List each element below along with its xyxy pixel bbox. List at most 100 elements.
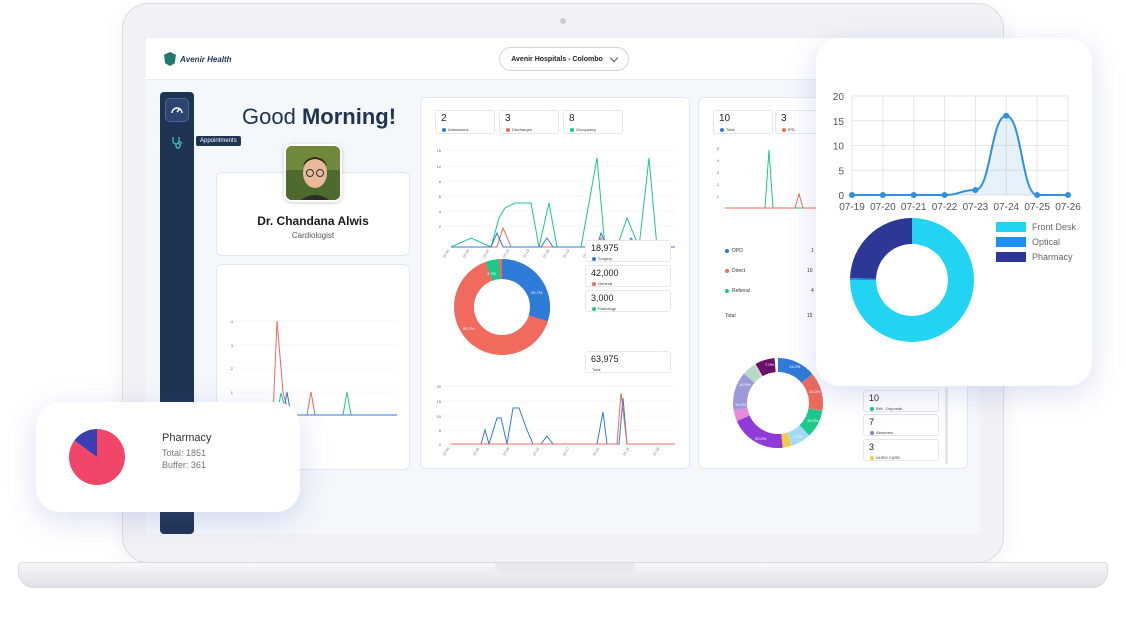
legend-item[interactable]: Front Desk xyxy=(996,222,1076,232)
data-point[interactable] xyxy=(1034,192,1041,198)
legend-dot xyxy=(506,127,510,132)
stat-total[interactable]: 10 Total xyxy=(713,110,773,134)
svg-text:07-04: 07-04 xyxy=(462,249,470,259)
svg-text:2: 2 xyxy=(717,182,720,187)
visit-total: Total xyxy=(725,313,736,319)
stethoscope-icon xyxy=(172,137,182,149)
svg-text:6: 6 xyxy=(439,194,442,199)
svg-text:4: 4 xyxy=(231,319,234,324)
legend-value: 18,975 xyxy=(591,243,619,253)
legend-dot xyxy=(725,269,729,273)
legend-dot xyxy=(870,406,874,411)
sidebar-item-appointments[interactable] xyxy=(165,130,189,154)
logo-text: Avenir Health xyxy=(180,54,232,64)
hospital-select[interactable]: Avenir Hospitals - Colombo xyxy=(499,47,629,71)
service-value: 7 xyxy=(869,417,875,427)
svg-text:20: 20 xyxy=(437,384,442,389)
chevron-down-icon xyxy=(609,53,619,62)
x-tick-label: 07-25 xyxy=(1024,202,1050,213)
legend-item[interactable]: Optical xyxy=(996,237,1076,247)
stat-discharges[interactable]: 3 Discharges xyxy=(499,110,559,134)
data-point[interactable] xyxy=(941,192,948,198)
svg-text:07-16: 07-16 xyxy=(542,249,550,259)
stat-admissions[interactable]: 2 Admissions xyxy=(435,110,495,134)
patients-line-chart: 5 4 3 2 1 xyxy=(717,146,819,209)
donut-segment-label: 14.0% xyxy=(735,402,747,407)
visit-total-value: 15 xyxy=(807,313,813,319)
stat-label: Occupancy xyxy=(570,127,596,132)
y-tick-label: 0 xyxy=(838,191,844,202)
data-point[interactable] xyxy=(879,192,886,198)
legend-general[interactable]: 42,000 General xyxy=(585,265,671,287)
hospital-select-value: Avenir Hospitals - Colombo xyxy=(511,55,603,63)
donut-slice[interactable] xyxy=(850,218,912,279)
y-tick-label: 15 xyxy=(833,117,845,128)
service-item[interactable]: 10 BHt - Deposite xyxy=(863,390,939,412)
data-point[interactable] xyxy=(1003,112,1010,119)
visits-legend: Front Desk Optical Pharmacy xyxy=(996,222,1076,262)
legend-value: 42,000 xyxy=(591,268,619,278)
svg-text:12: 12 xyxy=(437,164,442,169)
data-point[interactable] xyxy=(1065,192,1071,198)
series-line xyxy=(852,114,1068,196)
legend-dot xyxy=(592,256,596,261)
svg-text:1: 1 xyxy=(231,390,234,395)
visit-label: OPD xyxy=(732,248,743,254)
legend-surgery[interactable]: 18,975 Surgery xyxy=(585,240,671,262)
stat-value: 10 xyxy=(719,113,731,124)
service-label: Abdomen xyxy=(870,430,893,435)
stat-value: 8 xyxy=(569,113,575,124)
svg-text:2: 2 xyxy=(231,366,234,371)
visit-opd: OPD xyxy=(725,248,743,254)
admissions-card: 2 Admissions 3 Discharges 8 Occupancy 16… xyxy=(420,97,690,469)
pie-slice[interactable] xyxy=(74,429,97,457)
sidebar-item-dashboard[interactable] xyxy=(165,98,189,122)
legend-dot xyxy=(592,281,596,286)
x-tick-label: 07-23 xyxy=(963,202,989,213)
camera xyxy=(560,18,566,24)
legend-dot xyxy=(592,306,596,311)
scrollbar[interactable] xyxy=(945,388,948,464)
legend-text: Surgery xyxy=(598,256,613,261)
y-tick-label: 10 xyxy=(833,142,845,153)
greeting: Good Morning! xyxy=(242,104,396,130)
legend-label: Radiology xyxy=(592,306,616,311)
donut-label-radiology: 4.7% xyxy=(487,271,497,276)
visits-chart-card: 0 5 10 15 20 07-19 07-20 07-21 07-22 07-23 07-24 0… xyxy=(816,38,1092,386)
svg-text:1: 1 xyxy=(717,194,720,199)
donut-segment-label: 7.0% xyxy=(793,434,803,439)
service-item[interactable]: 3 NURO CARE xyxy=(863,439,939,461)
legend-dot xyxy=(442,127,446,132)
discharges-line-chart: 20 15 10 5 0 07-01 07-05 07-09 07-13 07-17 07-21 0… xyxy=(437,384,675,457)
donut-segment-label: 10.0% xyxy=(807,418,819,423)
legend-text: Front Desk xyxy=(1032,222,1077,232)
service-item[interactable]: 7 Abdomen xyxy=(863,414,939,436)
visit-label: Referral xyxy=(732,288,750,294)
data-point[interactable] xyxy=(972,187,979,194)
svg-text:3: 3 xyxy=(231,343,234,348)
service-text: BHt - Deposite xyxy=(876,406,903,411)
stat-label: Admissions xyxy=(442,127,468,132)
stat-label-text: Occupancy xyxy=(576,127,597,132)
service-value: 3 xyxy=(869,442,875,452)
donut-slice[interactable] xyxy=(850,218,974,342)
data-point[interactable] xyxy=(910,192,917,198)
legend-item[interactable]: Pharmacy xyxy=(996,252,1076,262)
stat-value: 2 xyxy=(441,113,447,124)
legend-swatch xyxy=(996,252,1026,262)
legend-total[interactable]: 63,975 Total xyxy=(585,351,671,373)
svg-text:07-10: 07-10 xyxy=(502,249,510,259)
service-text: NURO CARE xyxy=(876,455,901,460)
data-point[interactable] xyxy=(849,192,855,198)
svg-text:5: 5 xyxy=(717,146,720,151)
legend-swatch xyxy=(996,237,1026,247)
stat-occupancy[interactable]: 8 Occupancy xyxy=(563,110,623,134)
legend-radiology[interactable]: 3,000 Radiology xyxy=(585,290,671,312)
svg-text:07-13: 07-13 xyxy=(522,249,530,259)
series-area xyxy=(852,115,1068,195)
donut-slice[interactable] xyxy=(850,278,877,280)
logo[interactable]: Avenir Health xyxy=(164,52,232,66)
svg-text:07-17: 07-17 xyxy=(562,447,570,457)
pharmacy-total: Total: 1851 xyxy=(162,448,207,458)
donut-segment-label: 14.0% xyxy=(789,364,801,369)
